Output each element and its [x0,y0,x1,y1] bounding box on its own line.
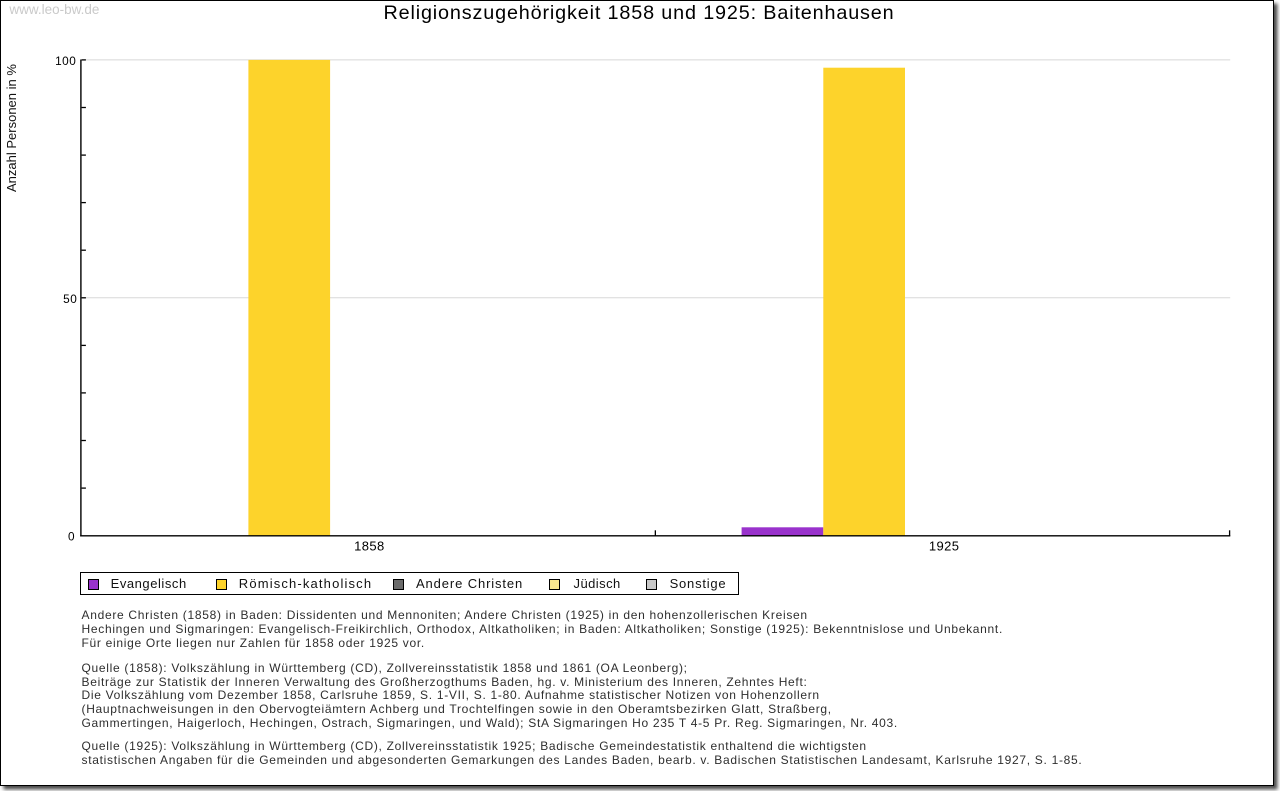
svg-text:1858: 1858 [354,538,385,553]
svg-text:1925: 1925 [929,538,960,553]
svg-text:0: 0 [68,529,75,543]
svg-text:100: 100 [55,54,76,68]
svg-text:50: 50 [63,292,77,306]
